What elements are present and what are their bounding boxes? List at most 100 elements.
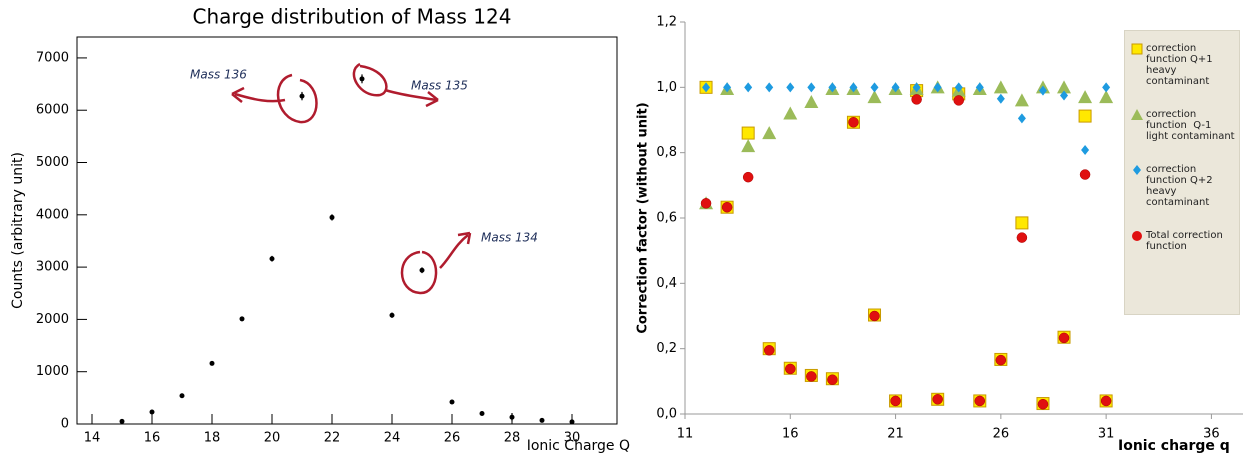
marker-triangle <box>804 95 819 109</box>
marker-circle <box>785 363 796 375</box>
data-point <box>149 409 155 415</box>
legend: correction function Q+1 heavy contaminan… <box>1124 30 1240 315</box>
marker-triangle <box>741 139 756 153</box>
marker-diamond <box>1102 82 1111 93</box>
legend-label: Total correction function <box>1146 230 1226 252</box>
data-point <box>479 411 485 417</box>
y-tick-label: 2000 <box>36 312 69 327</box>
legend-marker <box>1133 165 1141 175</box>
legend-swatch <box>1133 165 1141 175</box>
x-tick-label: 14 <box>84 431 101 446</box>
x-tick-label: 30 <box>564 431 581 446</box>
marker-diamond <box>1038 85 1047 96</box>
data-point <box>359 76 365 82</box>
legend-label: correction function Q+1 heavy contaminan… <box>1146 43 1216 87</box>
data-point <box>389 312 395 318</box>
marker-diamond <box>849 82 858 93</box>
legend-item: Total correction function <box>1131 230 1235 252</box>
legend-marker <box>1131 43 1143 55</box>
x-tick-label: 16 <box>144 431 161 446</box>
marker-diamond <box>933 82 942 93</box>
marker-diamond <box>765 82 774 93</box>
data-point <box>119 418 125 424</box>
y-tick-label: 3000 <box>36 260 69 275</box>
marker-diamond <box>870 82 879 93</box>
x-tick-label: 26 <box>993 427 1010 442</box>
x-tick-label: 18 <box>204 431 221 446</box>
marker-square <box>741 126 755 140</box>
y-tick-label: 0,0 <box>656 407 677 422</box>
marker-triangle <box>1099 90 1114 104</box>
marker-diamond <box>744 82 753 93</box>
legend-swatch <box>1131 109 1143 120</box>
data-point <box>239 316 245 322</box>
annotation-shapes <box>231 62 472 295</box>
y-tick-label: 1000 <box>36 364 69 379</box>
marker-triangle <box>993 80 1008 94</box>
y-tick-label: 0 <box>61 417 69 432</box>
marker-circle <box>1037 398 1049 410</box>
y-tick-label: 0,6 <box>656 211 677 226</box>
data-point <box>509 414 515 420</box>
x-axis-label: Ionic charge q <box>1118 438 1230 454</box>
plot-frame <box>76 36 618 425</box>
marker-triangle <box>1078 90 1093 104</box>
x-tick-label: 22 <box>324 431 341 446</box>
marker-circle <box>827 374 838 385</box>
x-tick-label: 31 <box>1098 427 1115 442</box>
legend-item: correction function Q+1 heavy contaminan… <box>1131 43 1235 87</box>
data-point <box>329 214 335 220</box>
marker-circle <box>721 201 733 213</box>
marker-circle <box>700 198 712 209</box>
data-point <box>449 399 455 405</box>
marker-circle <box>848 117 859 128</box>
annotation: Mass 134 <box>481 231 538 245</box>
marker-triangle <box>762 126 777 140</box>
annotation: Mass 135 <box>411 79 468 93</box>
y-tick-label: 0,4 <box>656 276 677 291</box>
marker-diamond <box>702 82 711 93</box>
marker-triangle <box>867 90 882 104</box>
chart-title: Charge distribution of Mass 124 <box>193 5 512 29</box>
marker-square <box>1015 216 1029 230</box>
marker-circle <box>911 94 922 105</box>
legend-marker <box>1131 109 1143 120</box>
legend-swatch <box>1131 43 1143 55</box>
x-tick-label: 28 <box>504 431 521 446</box>
marker-diamond <box>912 82 921 93</box>
marker-circle <box>932 394 943 405</box>
x-tick-label: 11 <box>677 427 694 442</box>
x-axis-label: Ionic Charge Q <box>527 438 630 454</box>
x-tick-label: 24 <box>384 431 401 446</box>
y-tick-label: 0,2 <box>656 341 677 356</box>
marker-triangle <box>1057 80 1072 94</box>
marker-circle <box>763 345 775 356</box>
annotation: Mass 136 <box>190 68 247 82</box>
y-tick-label: 7000 <box>36 50 69 65</box>
marker-diamond <box>975 82 984 93</box>
y-axis-label: Counts (arbitrary unit) <box>10 152 26 309</box>
data-point <box>569 419 575 425</box>
marker-diamond <box>1081 145 1090 156</box>
marker-diamond <box>1017 113 1026 124</box>
marker-circle <box>1079 169 1091 180</box>
marker-diamond <box>1060 90 1069 101</box>
marker-triangle <box>783 106 798 120</box>
marker-diamond <box>891 82 900 93</box>
marker-circle <box>1058 332 1070 344</box>
legend-swatch <box>1132 231 1142 241</box>
legend-label: correction function Q-1 light contaminan… <box>1146 109 1235 142</box>
marker-circle <box>953 95 964 106</box>
y-tick-label: 1,2 <box>656 15 677 30</box>
data-point <box>179 393 185 399</box>
marker-circle <box>890 395 901 407</box>
y-tick-label: 5000 <box>36 155 69 170</box>
y-axis-label: Correction factor (without unit) <box>636 102 651 333</box>
x-tick-label: 21 <box>887 427 904 442</box>
x-tick-label: 16 <box>782 427 799 442</box>
marker-diamond <box>723 82 732 93</box>
marker-diamond <box>786 82 795 93</box>
marker-circle <box>742 171 754 183</box>
